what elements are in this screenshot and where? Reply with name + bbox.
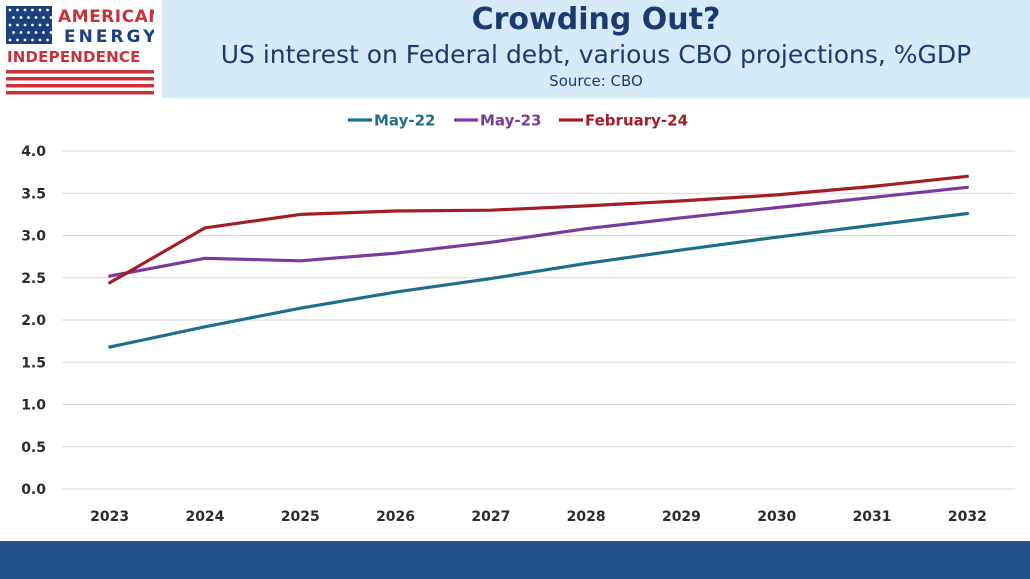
x-tick-label: 2030 <box>757 509 796 525</box>
x-tick-label: 2026 <box>376 509 415 525</box>
logo-star <box>19 16 23 19</box>
legend-item: May-23 <box>454 112 541 130</box>
logo-star <box>8 8 12 12</box>
logo-star <box>31 23 34 27</box>
x-tick-label: 2023 <box>90 509 129 525</box>
logo-star <box>42 16 45 19</box>
legend-item: May-22 <box>348 112 435 130</box>
y-tick-label: 1.5 <box>21 355 46 371</box>
y-tick-label: 4.0 <box>21 144 46 160</box>
line-chart: May-22 May-23 February-24 0.0 0.5 1.0 1.5 2.0 2… <box>21 112 1015 525</box>
logo-star <box>46 38 49 42</box>
logo-text-independence: INDEPENDENCE <box>7 48 141 66</box>
logo-graphic: AMERICAN ENERGY INDEPENDENCE <box>6 6 162 95</box>
logo-flag-stripes <box>6 70 154 95</box>
x-axis-ticks: 2023 2024 2025 2026 2027 2028 2029 2030 2031 2032 <box>90 509 987 525</box>
logo-star <box>34 16 38 19</box>
x-tick-label: 2029 <box>662 509 701 525</box>
logo-star <box>16 23 19 27</box>
logo-stars <box>8 8 53 42</box>
footer-bar <box>0 541 1030 579</box>
logo-star <box>12 16 15 19</box>
logo-star <box>8 23 12 27</box>
page-title: Crowding Out? <box>471 2 721 37</box>
logo-star <box>16 38 19 42</box>
header: AMERICAN ENERGY INDEPENDENCE Crowding Ou… <box>0 0 1030 100</box>
logo-stripe <box>6 77 154 81</box>
logo-star <box>46 8 49 12</box>
y-tick-label: 0.5 <box>21 440 46 456</box>
logo-star <box>8 38 12 42</box>
series-line <box>108 185 970 278</box>
x-tick-label: 2025 <box>281 509 320 525</box>
chart-legend: May-22 May-23 February-24 <box>348 112 688 130</box>
y-tick-label: 0.0 <box>21 482 46 498</box>
logo-star <box>31 8 34 12</box>
logo-text-energy: ENERGY <box>64 27 154 47</box>
y-tick-label: 1.0 <box>21 398 46 414</box>
source-note: Source: CBO <box>549 72 643 90</box>
logo-star <box>38 38 42 42</box>
y-tick-label: 3.0 <box>21 229 46 245</box>
title-band: Crowding Out? US interest on Federal deb… <box>162 0 1030 98</box>
logo-star <box>27 31 30 34</box>
logo-star <box>23 8 27 12</box>
legend-item: February-24 <box>559 112 688 130</box>
logo-stripe <box>6 70 154 74</box>
x-tick-label: 2031 <box>853 509 892 525</box>
logo-star <box>38 23 42 27</box>
series-line <box>108 174 970 285</box>
logo-star <box>23 38 27 42</box>
chart-gridlines <box>62 150 1015 490</box>
series-line <box>108 211 970 349</box>
logo-text-american: AMERICAN <box>58 7 154 27</box>
logo-star <box>23 23 27 27</box>
legend-label: February-24 <box>585 112 688 130</box>
x-tick-label: 2024 <box>185 509 224 525</box>
x-tick-label: 2032 <box>948 509 987 525</box>
y-axis-ticks: 0.0 0.5 1.0 1.5 2.0 2.5 3.0 3.5 4.0 <box>21 144 46 498</box>
logo-stripe <box>6 91 154 95</box>
legend-label: May-23 <box>480 112 541 130</box>
logo-star <box>31 38 34 42</box>
y-tick-label: 3.5 <box>21 186 46 202</box>
logo-star <box>49 16 53 19</box>
logo: AMERICAN ENERGY INDEPENDENCE <box>6 6 162 96</box>
x-tick-label: 2027 <box>471 509 510 525</box>
logo-star <box>27 16 30 19</box>
logo-star <box>19 31 23 34</box>
logo-flag-canton <box>6 6 52 44</box>
logo-star <box>42 31 45 34</box>
legend-label: May-22 <box>374 112 435 130</box>
logo-star <box>46 23 49 27</box>
logo-star <box>12 31 15 34</box>
page-subtitle: US interest on Federal debt, various CBO… <box>220 40 972 69</box>
logo-star <box>49 31 53 34</box>
y-tick-label: 2.5 <box>21 271 46 287</box>
logo-star <box>38 8 42 12</box>
chart-series <box>108 174 970 349</box>
x-tick-label: 2028 <box>567 509 606 525</box>
logo-star <box>16 8 19 12</box>
logo-star <box>34 31 38 34</box>
logo-stripe <box>6 84 154 88</box>
y-tick-label: 2.0 <box>21 313 46 329</box>
